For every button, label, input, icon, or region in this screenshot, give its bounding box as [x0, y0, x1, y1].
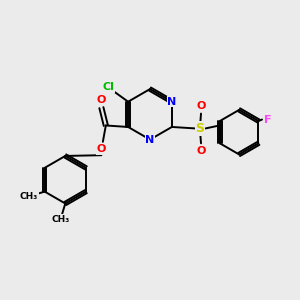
Text: F: F: [264, 115, 271, 124]
Text: O: O: [196, 146, 206, 156]
Text: O: O: [97, 95, 106, 105]
Text: Cl: Cl: [103, 82, 115, 92]
Text: O: O: [196, 101, 206, 111]
Text: CH₃: CH₃: [20, 192, 38, 201]
Text: CH₃: CH₃: [52, 215, 70, 224]
Text: S: S: [196, 122, 205, 135]
Text: N: N: [167, 97, 176, 107]
Text: N: N: [146, 135, 154, 145]
Text: O: O: [97, 144, 106, 154]
